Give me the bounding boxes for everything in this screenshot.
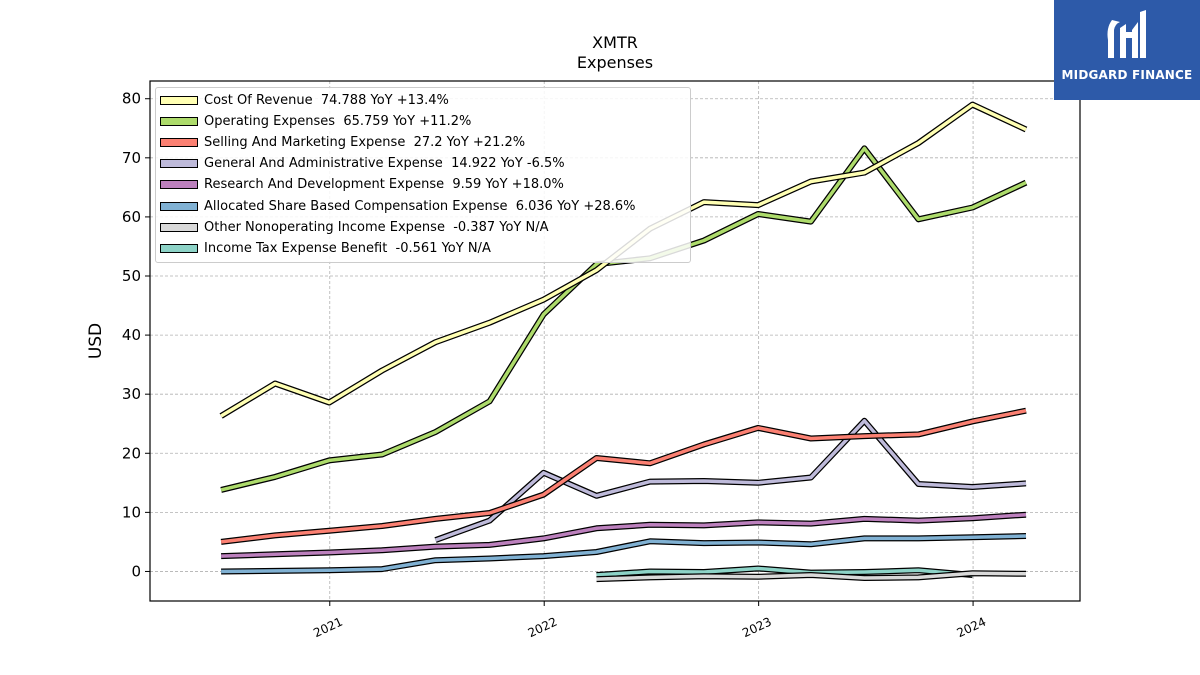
legend-swatch [160, 116, 198, 126]
y-tick-label: 0 [131, 562, 141, 580]
x-axis-ticks: 2021 2022 2023 2024 [311, 601, 988, 640]
series-stroke [221, 512, 1027, 558]
plot-frame [149, 80, 1081, 602]
legend-label: Other Nonoperating Income Expense -0.387… [204, 219, 549, 235]
legend-item: Income Tax Expense Benefit -0.561 YoY N/… [160, 238, 491, 258]
y-tick-label: 30 [122, 385, 141, 403]
legend-label: Cost Of Revenue 74.788 YoY +13.4% [204, 92, 449, 108]
legend-label: Selling And Marketing Expense 27.2 YoY +… [204, 134, 526, 150]
x-tick-label: 2022 [526, 615, 560, 641]
y-tick-label: 60 [122, 208, 141, 226]
y-axis-label: USD [86, 323, 106, 359]
series-line-3 [434, 417, 1027, 543]
series-line-6 [596, 570, 1027, 583]
legend-item: Allocated Share Based Compensation Expen… [160, 196, 636, 216]
y-tick-label: 50 [122, 267, 141, 285]
legend: Cost Of Revenue 74.788 YoY +13.4% Operati… [155, 87, 691, 263]
legend-item: Selling And Marketing Expense 27.2 YoY +… [160, 132, 525, 152]
series-stroke [596, 566, 973, 577]
y-axis-ticks: 0 10 20 30 40 50 60 70 80 [122, 90, 150, 580]
series-line-7 [596, 565, 973, 578]
legend-item: Other Nonoperating Income Expense -0.387… [160, 217, 549, 237]
y-tick-label: 70 [122, 149, 141, 167]
series-stroke [596, 571, 1027, 581]
legend-swatch [160, 180, 198, 190]
y-tick-label: 80 [122, 90, 141, 108]
legend-item: General And Administrative Expense 14.92… [160, 154, 565, 174]
legend-swatch [160, 95, 198, 105]
legend-swatch [160, 222, 198, 232]
series-line-5 [221, 533, 1027, 575]
series-stroke [434, 419, 1027, 542]
series-line-2 [220, 407, 1027, 545]
legend-label: Research And Development Expense 9.59 Yo… [204, 177, 564, 193]
y-tick-label: 20 [122, 444, 141, 462]
legend-swatch [160, 201, 198, 211]
series-stroke [221, 534, 1027, 574]
chart-title: XMTR [592, 33, 638, 52]
legend-swatch [160, 243, 198, 253]
legend-item: Research And Development Expense 9.59 Yo… [160, 175, 564, 195]
x-tick-label: 2023 [740, 615, 774, 641]
legend-label: Income Tax Expense Benefit -0.561 YoY N/… [204, 240, 491, 256]
series-line-4 [221, 511, 1027, 560]
series-stroke [220, 408, 1027, 544]
legend-label: Allocated Share Based Compensation Expen… [204, 198, 636, 214]
legend-label: Operating Expenses 65.759 YoY +11.2% [204, 113, 472, 129]
brand-name: MIDGARD FINANCE [1061, 68, 1193, 82]
legend-item: Operating Expenses 65.759 YoY +11.2% [160, 111, 471, 131]
legend-swatch [160, 137, 198, 147]
legend-label: General And Administrative Expense 14.92… [204, 156, 565, 172]
midgard-logo-icon [1107, 10, 1146, 58]
x-tick-label: 2024 [955, 615, 989, 641]
y-tick-label: 10 [122, 503, 141, 521]
legend-swatch [160, 159, 198, 169]
brand-logo: MIDGARD FINANCE [1054, 0, 1200, 100]
y-tick-label: 40 [122, 326, 141, 344]
x-tick-label: 2021 [311, 615, 345, 641]
chart-subtitle: Expenses [577, 53, 653, 72]
legend-item: Cost Of Revenue 74.788 YoY +13.4% [160, 90, 449, 110]
